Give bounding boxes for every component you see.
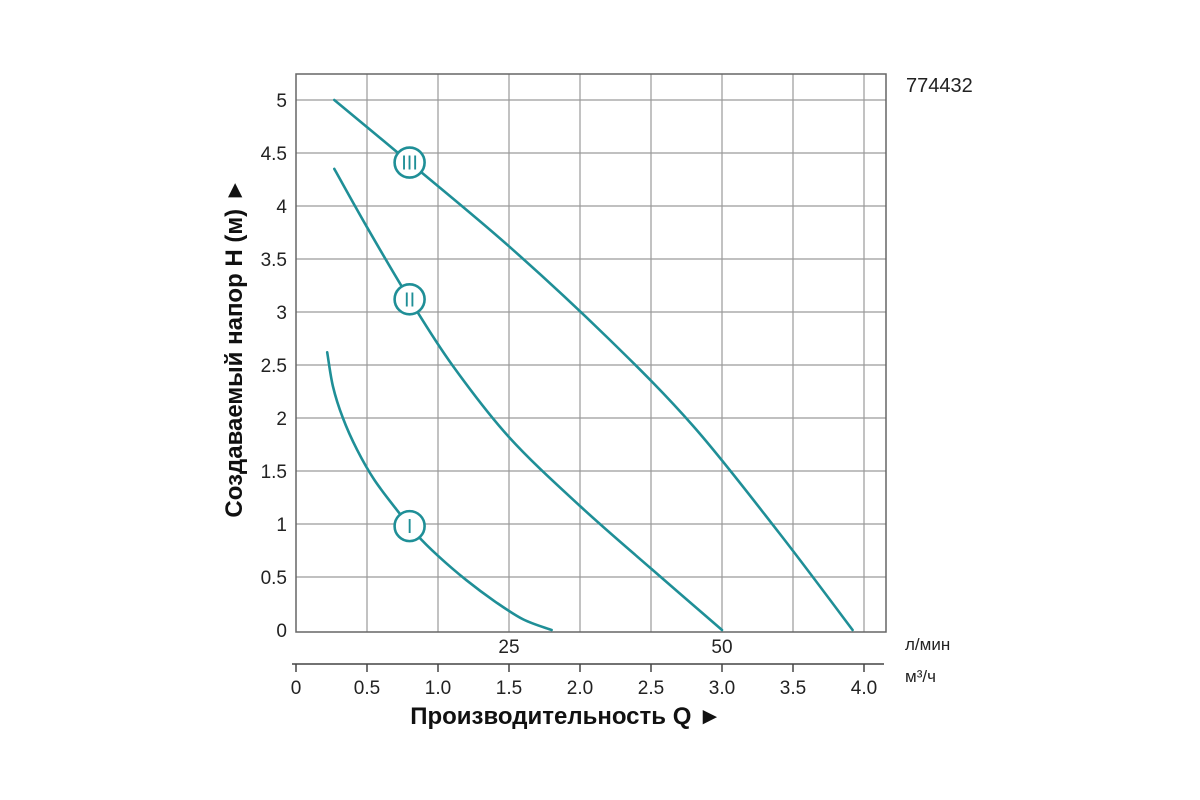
grid	[296, 74, 886, 632]
curve-II	[333, 167, 724, 632]
x-tick-label: 4.0	[851, 678, 877, 699]
y-tick-label: 0	[276, 621, 287, 642]
curve-label-text: I	[407, 516, 413, 538]
curve-I	[325, 351, 553, 632]
y-tick-label: 0.5	[261, 568, 287, 589]
curve-label-badge	[393, 146, 426, 179]
flow-m3h-tick-labels: 0 0.5 1.0 1.5 2.0 2.5 3.0 3.5 4.0	[291, 664, 877, 699]
curve-label-text: II	[404, 289, 415, 311]
y-tick-label: 4.5	[261, 144, 287, 165]
y-tick-label: 5	[276, 91, 287, 112]
curve-label-text: III	[401, 153, 418, 175]
curve-label-badge	[393, 509, 426, 543]
y-axis-title: Создаваемый напор H (м) ►	[221, 178, 248, 517]
y-tick-label: 4	[276, 197, 287, 218]
x-tick-label: 0	[291, 678, 302, 699]
y-tick-label: 1.5	[261, 462, 287, 483]
flow-lmin-tick-labels: 25 50	[498, 637, 732, 658]
x-tick-label: 3.5	[780, 678, 806, 699]
x-tick-label: 0.5	[354, 678, 380, 699]
y-tick-label: 1	[276, 515, 287, 536]
y-tick-label: 3	[276, 303, 287, 324]
x-tick-label: 1.0	[425, 678, 451, 699]
x2-tick-label: 50	[711, 637, 732, 658]
x-tick-label: 2.5	[638, 678, 664, 699]
x2-tick-label: 25	[498, 637, 519, 658]
product-code: 774432	[906, 75, 973, 97]
x-axis-title: Производительность Q ►	[410, 703, 722, 730]
y-tick-label: 2	[276, 409, 287, 430]
x-tick-label: 2.0	[567, 678, 593, 699]
unit-label-lmin: л/мин	[905, 635, 950, 654]
plot-frame	[295, 73, 887, 633]
curve-label-badge	[393, 282, 426, 316]
y-tick-label: 3.5	[261, 250, 287, 271]
x-tick-label: 1.5	[496, 678, 522, 699]
y-tick-labels: 0 0.5 1 1.5 2 2.5 3 3.5 4 4.5 5	[261, 91, 288, 642]
unit-label-m3h: м³/ч	[905, 667, 936, 686]
y-tick-label: 2.5	[261, 356, 287, 377]
x-tick-label: 3.0	[709, 678, 735, 699]
